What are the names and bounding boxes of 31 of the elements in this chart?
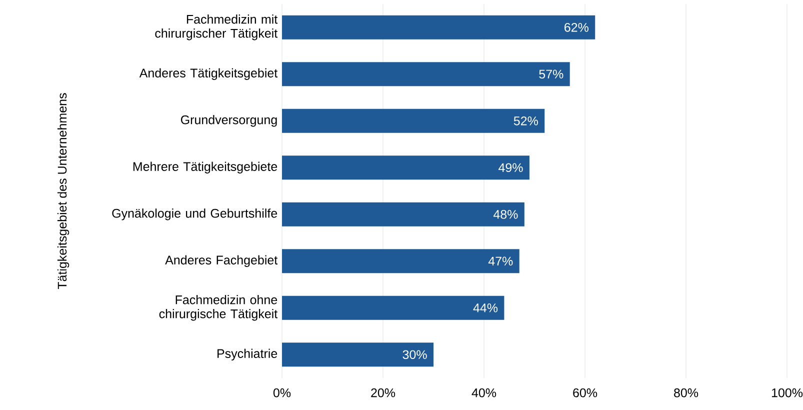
data-label: 47%	[488, 256, 513, 266]
bar	[282, 15, 596, 40]
data-label: 52%	[514, 116, 538, 126]
data-label: 62%	[564, 22, 588, 32]
data-label: 44%	[473, 304, 498, 312]
data-label: 30%	[402, 350, 427, 360]
y-tick-label: Anderes Fachgebiet	[165, 255, 278, 267]
x-tick-label: 80%	[674, 388, 698, 398]
x-tick-label: 40%	[472, 388, 496, 398]
x-tick-label: 20%	[371, 388, 396, 398]
bar	[282, 156, 530, 180]
x-tick-label: 100%	[772, 388, 803, 398]
x-tick-label: 60%	[573, 388, 598, 398]
data-label: 48%	[493, 210, 518, 219]
y-tick-label: Grundversorgung	[180, 115, 277, 127]
y-tick-label: Fachmedizin ohne chirurgische Tätigkeit	[159, 295, 278, 321]
bar	[282, 108, 545, 133]
bar	[282, 202, 524, 226]
y-tick-label: Psychiatrie	[218, 348, 278, 360]
bar	[282, 296, 504, 320]
y-tick-label: Gynäkologie und Geburtshilfe	[112, 208, 278, 220]
y-tick-label: Anderes Tätigkeitsgebiet	[139, 68, 278, 80]
bar	[282, 249, 520, 274]
bar	[282, 342, 434, 367]
bar	[282, 62, 570, 86]
y-axis-title: Tätigkeitsgebiet des Unternehmens	[57, 93, 70, 290]
data-label: 49%	[498, 163, 523, 172]
x-tick-label: 0%	[273, 388, 291, 398]
y-tick-label: Mehrere Tätigkeitsgebiete	[133, 162, 278, 174]
data-label: 57%	[539, 70, 564, 79]
y-tick-label: Fachmedizin mit chirurgischer Tätigkeit	[155, 14, 278, 40]
